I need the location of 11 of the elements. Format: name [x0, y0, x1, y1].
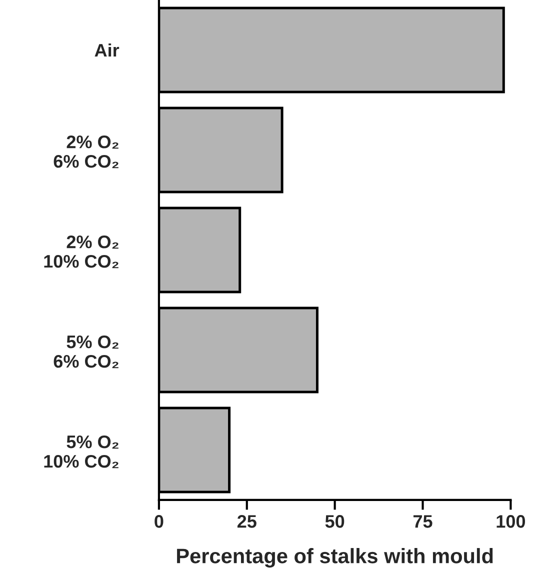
- y-tick-label: 5% O₂ 6% CO₂: [54, 336, 118, 368]
- x-tick-label: 25: [237, 515, 256, 528]
- x-tick-label: 75: [413, 515, 432, 528]
- x-tick-label: 0: [154, 515, 164, 528]
- y-tick-label: 2% O₂ 6% CO₂: [54, 136, 118, 168]
- x-tick-label: 100: [496, 515, 526, 528]
- x-axis-title: Percentage of stalks with mould: [177, 548, 493, 568]
- x-tick-label: 50: [325, 515, 344, 528]
- y-tick-label: 2% O₂ 10% CO₂: [44, 236, 118, 268]
- y-tick-label: Air: [94, 43, 120, 57]
- y-tick-label: 5% O₂ 10% CO₂: [44, 435, 118, 468]
